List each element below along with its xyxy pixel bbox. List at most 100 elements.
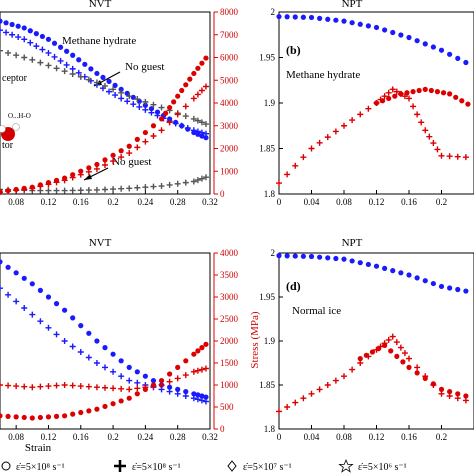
data-point	[375, 346, 382, 352]
data-point	[126, 143, 132, 149]
data-point-plus	[324, 382, 331, 388]
data-point-plus	[85, 354, 92, 361]
data-point-plus	[454, 153, 461, 160]
data-point	[365, 261, 371, 268]
data-point	[406, 34, 412, 41]
data-point-plus	[29, 56, 36, 63]
data-point-plus	[0, 47, 3, 54]
data-point	[142, 102, 148, 108]
data-point	[373, 24, 380, 31]
data-point	[76, 57, 82, 63]
data-point	[191, 70, 197, 77]
y-tick-label: 2	[271, 7, 276, 17]
data-point-plus	[13, 52, 20, 59]
data-point-plus	[53, 187, 60, 194]
data-point-plus	[5, 188, 12, 195]
data-point	[78, 323, 84, 329]
data-point-plus	[426, 133, 433, 140]
data-point-plus	[148, 109, 155, 116]
panel-d-label: (d)	[286, 279, 301, 293]
data-point	[162, 110, 169, 116]
y2-tick-label: 2000	[220, 144, 239, 154]
data-point	[45, 414, 52, 420]
data-point-plus	[194, 128, 201, 135]
data-point	[62, 307, 68, 313]
data-point-plus	[53, 65, 60, 72]
x-tick-label: 0.04	[304, 432, 320, 442]
data-point-plus	[406, 355, 412, 362]
data-point-plus	[292, 162, 299, 169]
data-point-plus	[77, 383, 84, 390]
data-point-plus	[102, 364, 108, 371]
data-point	[422, 278, 428, 284]
data-point-plus	[5, 49, 12, 56]
data-point	[53, 413, 60, 419]
data-point	[171, 99, 177, 105]
data-point	[5, 413, 11, 419]
data-point-plus	[174, 111, 181, 118]
data-point-plus	[134, 144, 141, 151]
data-point-plus	[77, 73, 84, 80]
data-point-plus	[389, 86, 396, 93]
data-point	[357, 260, 363, 266]
data-point	[102, 403, 108, 410]
molecule-icon	[0, 123, 20, 141]
x-tick-label: 0.08	[8, 197, 24, 207]
data-point	[203, 55, 209, 61]
legend-label-4: ε̇=5×10⁶ s⁻¹	[358, 462, 407, 473]
data-point	[199, 60, 205, 66]
data-point	[191, 391, 197, 397]
y2-tick-label: 3000	[220, 292, 239, 302]
data-point-plus	[118, 185, 125, 192]
data-point-plus	[93, 165, 100, 172]
data-point-plus	[0, 285, 3, 292]
data-point	[167, 371, 173, 377]
data-point	[33, 31, 39, 37]
data-point	[463, 288, 469, 294]
data-point-plus	[69, 70, 76, 77]
x-tick-label: 0.32	[202, 197, 218, 207]
data-point-plus	[45, 324, 52, 331]
data-point-plus	[9, 31, 16, 38]
data-point-plus	[21, 383, 28, 390]
data-point-plus	[341, 122, 347, 129]
data-point	[183, 358, 189, 364]
x-tick-label: 0.16	[401, 197, 417, 207]
data-point-plus	[13, 298, 20, 305]
data-point	[118, 358, 124, 364]
data-point	[349, 258, 355, 264]
panel-b-title: NPT	[342, 0, 363, 10]
data-point	[447, 51, 453, 57]
x-tick-label: 0.12	[41, 197, 57, 207]
data-point-plus	[182, 393, 189, 399]
data-point-plus	[166, 119, 173, 126]
data-point-plus	[27, 39, 34, 46]
data-point	[386, 95, 392, 102]
data-point-plus	[69, 187, 76, 194]
data-point	[382, 342, 388, 348]
data-point	[203, 394, 209, 400]
data-point-plus	[202, 83, 209, 90]
data-point	[195, 392, 201, 398]
panel-a-frame	[0, 11, 211, 195]
data-point-plus	[324, 134, 331, 141]
data-point	[276, 13, 282, 20]
data-point	[406, 272, 412, 278]
data-point-plus	[190, 395, 197, 402]
data-point-plus	[158, 183, 165, 190]
data-point	[455, 391, 461, 397]
legend-plus-marker	[114, 460, 126, 472]
legend-item-4: ε̇=5×10⁶ s⁻¹	[338, 458, 407, 473]
data-point	[390, 268, 396, 274]
data-point-plus	[198, 129, 205, 136]
data-point-plus	[194, 177, 201, 184]
legend-circle-marker	[1, 461, 11, 471]
data-point-plus	[182, 179, 189, 186]
data-point	[191, 351, 197, 357]
data-point	[422, 41, 428, 47]
data-point	[430, 381, 436, 387]
x-tick-label: 0.2	[436, 197, 447, 207]
data-point-plus	[194, 91, 201, 98]
data-point	[179, 87, 185, 94]
legend-item-1: ε̇=5×10⁸ s⁻¹	[1, 461, 65, 473]
